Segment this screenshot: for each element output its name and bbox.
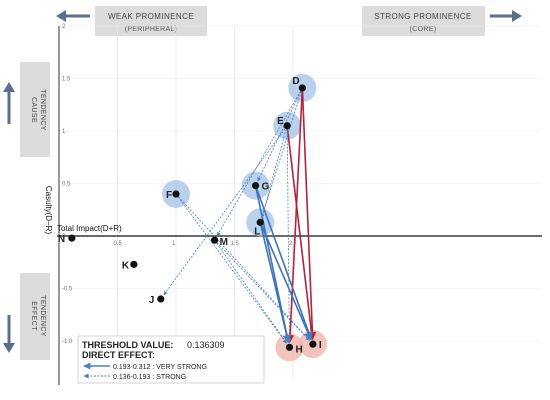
strong-arrow-icon [490, 10, 522, 22]
cause-label: CAUSE [30, 97, 37, 123]
point-K [130, 260, 138, 268]
direct-effect-title: DIRECT EFFECT: [82, 350, 155, 360]
relation-links [163, 87, 317, 344]
link-F-I [175, 193, 310, 341]
x-tick-label: 1 [172, 241, 176, 247]
legend: THRESHOLD VALUE: 0.136309 DIRECT EFFECT:… [77, 335, 265, 384]
label-J: J [149, 295, 155, 306]
point-N [68, 234, 76, 242]
cause-tendency-label: TENDENCY [39, 89, 46, 131]
y-tick-label: 1.5 [62, 77, 71, 83]
label-H: H [295, 344, 302, 355]
point-L [256, 218, 264, 226]
effect-label: EFFECT [30, 301, 37, 331]
label-D: D [292, 76, 299, 87]
link-D-L [260, 87, 303, 218]
peripheral-label: (PERIPHERAL) [125, 26, 178, 33]
strong-prominence-label: STRONG PROMINENCE [374, 12, 471, 21]
label-M: M [220, 237, 228, 248]
point-H [285, 343, 294, 351]
y-tick-label: 0.5 [62, 182, 71, 188]
link-E-H [286, 125, 292, 343]
x-tick-label: 0.5 [114, 241, 123, 247]
effect-arrow-icon [3, 315, 15, 353]
threshold-title: THRESHOLD VALUE: [82, 340, 173, 350]
legend-item-very-strong: 0.193-0.312 : VERY STRONG [113, 364, 207, 371]
strong-prominence-pill: STRONG PROMINENCE (CORE) [362, 6, 485, 36]
point-M [211, 236, 219, 244]
link-L-I [259, 222, 312, 341]
label-N: N [58, 234, 65, 245]
x-tick-label: 2 [289, 241, 293, 247]
y-tick-label: 0 [62, 234, 66, 240]
cause-arrow-icon [3, 82, 15, 124]
threshold-value: 0.136309 [187, 340, 225, 350]
link-D-M [216, 87, 303, 237]
y-tick-label: 1 [62, 129, 66, 135]
label-K: K [122, 260, 130, 271]
legend-item-strong: 0.136-0.193 : STRONG [113, 374, 186, 381]
point-G [251, 182, 260, 190]
effect-tendency-box: EFFECT TENDENCY [20, 273, 50, 360]
label-I: I [319, 340, 322, 351]
y-tick-label: 2 [62, 24, 66, 30]
x-axis-title: Total Impact(D+R) [57, 224, 122, 233]
link-D-I [301, 87, 317, 340]
y-tick-label: -1.0 [62, 339, 73, 345]
point-I [309, 340, 317, 348]
point-E [283, 122, 291, 130]
link-G-H [254, 185, 291, 344]
weak-prominence-pill: WEAK PROMINENCE (PERIPHERAL) [95, 6, 207, 36]
link-G-I [254, 185, 313, 341]
link-E-I [286, 125, 316, 340]
point-J [157, 295, 165, 303]
x-tick-label: 1.5 [231, 241, 240, 247]
weak-arrow-icon [56, 10, 90, 22]
weak-prominence-label: WEAK PROMINENCE [108, 12, 194, 21]
label-L: L [254, 226, 260, 237]
point-D [298, 84, 306, 92]
tick-labels: 0.5 1 1.5 2 2 1.5 1 0.5 0 -0.5 -1.0 [62, 24, 293, 345]
link-F-H [175, 193, 287, 344]
effect-tendency-label: TENDENCY [39, 295, 46, 337]
link-E-L [260, 125, 288, 218]
label-G: G [262, 182, 270, 193]
label-F: F [166, 190, 172, 201]
link-D-H [286, 87, 304, 344]
cause-tendency-box: CAUSE TENDENCY [20, 62, 50, 157]
nodes: D E F G L H I M N K J [58, 76, 322, 355]
link-E-J [163, 125, 288, 296]
link-M-I [214, 239, 310, 341]
point-F [172, 190, 180, 198]
y-axis-title: Casulty(D−R) [44, 186, 53, 235]
core-label: (CORE) [410, 26, 437, 33]
y-tick-label: -0.5 [62, 287, 73, 293]
label-E: E [277, 116, 284, 127]
